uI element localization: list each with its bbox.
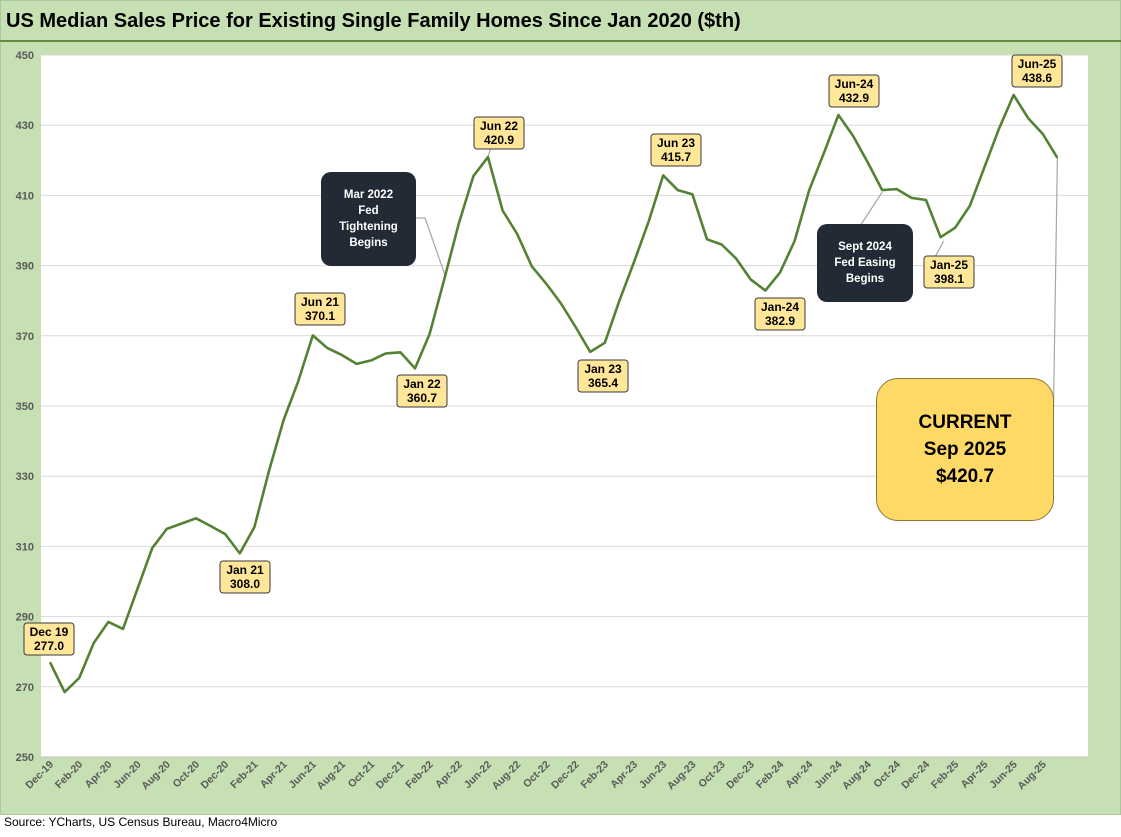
current-value-box: CURRENT Sep 2025 $420.7 — [876, 378, 1054, 521]
callout-date: Dec 19 — [30, 625, 69, 639]
note-line: Fed Easing — [834, 257, 896, 269]
callout-value: 365.4 — [588, 376, 618, 390]
x-tick-label: Dec-22 — [549, 759, 582, 792]
x-tick-label: Jun-23 — [637, 759, 670, 792]
x-tick-label: Apr-25 — [959, 759, 991, 791]
callout-box — [294, 292, 346, 326]
x-tick-label: Apr-21 — [258, 759, 290, 791]
x-tick-label: Dec-20 — [198, 759, 231, 792]
callout-box — [1011, 54, 1063, 88]
y-tick-label: 390 — [16, 261, 34, 273]
x-tick-label: Aug-24 — [840, 759, 874, 793]
callout-value: 382.9 — [765, 314, 795, 328]
callout-date: Jan 22 — [403, 377, 441, 391]
fed-tightening-note: Mar 2022 Fed Tightening Begins — [321, 172, 416, 266]
current-label: CURRENT — [918, 412, 1012, 433]
y-tick-label: 430 — [16, 120, 34, 132]
callout-date: Jun 22 — [480, 119, 518, 133]
x-tick-label: Aug-22 — [490, 759, 524, 793]
callout-value: 420.9 — [484, 133, 514, 147]
x-tick-label: Apr-24 — [783, 759, 815, 791]
y-tick-label: 410 — [16, 190, 34, 202]
note-line: Begins — [349, 237, 388, 249]
x-tick-label: Aug-25 — [1015, 759, 1049, 793]
x-tick-label: Feb-24 — [754, 759, 787, 792]
x-tick-label: Oct-24 — [871, 759, 903, 791]
callout-value: 438.6 — [1022, 71, 1052, 85]
x-tick-label: Jun-20 — [111, 759, 144, 792]
current-date: Sep 2025 — [923, 439, 1007, 460]
callout-value: 360.7 — [407, 391, 437, 405]
note-line: Tightening — [339, 221, 398, 233]
callout-date: Jun-24 — [835, 77, 874, 91]
callout-value: 398.1 — [934, 272, 964, 286]
x-tick-label: Feb-23 — [579, 759, 612, 792]
callout-box — [396, 374, 448, 408]
x-tick-label: Oct-22 — [521, 759, 553, 791]
y-tick-label: 250 — [16, 752, 34, 764]
x-tick-label: Jun-24 — [812, 759, 845, 792]
callout-box — [23, 622, 75, 656]
note-line: Fed — [358, 205, 379, 217]
y-tick-label: 290 — [16, 612, 34, 624]
x-tick-label: Dec-24 — [899, 759, 932, 792]
callout-date: Jan-25 — [930, 258, 968, 272]
x-tick-label: Jun-25 — [987, 759, 1020, 792]
x-tick-label: Aug-23 — [665, 759, 699, 793]
y-tick-label: 270 — [16, 682, 34, 694]
y-tick-label: 370 — [16, 331, 34, 343]
callout-box — [219, 560, 271, 594]
callout-box — [650, 133, 702, 167]
callout-value: 308.0 — [230, 577, 260, 591]
callout-date: Jun 21 — [301, 295, 339, 309]
y-tick-label: 450 — [16, 50, 34, 62]
chart-title: US Median Sales Price for Existing Singl… — [6, 10, 741, 32]
callout-box — [577, 359, 629, 393]
callout-connector — [859, 191, 883, 227]
callout-value: 432.9 — [839, 91, 869, 105]
x-tick-label: Oct-20 — [171, 759, 203, 791]
source-note: Source: YCharts, US Census Bureau, Macro… — [4, 815, 278, 829]
y-tick-label: 310 — [16, 541, 34, 553]
note-line: Mar 2022 — [343, 189, 394, 201]
x-tick-label: Jun-22 — [462, 759, 495, 792]
series-line — [48, 93, 1059, 694]
callout-connector — [1052, 157, 1058, 441]
x-tick-label: Apr-22 — [433, 759, 465, 791]
callout-box — [754, 297, 806, 331]
x-tick-label: Aug-21 — [314, 759, 348, 793]
y-tick-label: 330 — [16, 471, 34, 483]
x-tick-label: Apr-23 — [608, 759, 640, 791]
callout-value: 370.1 — [305, 309, 335, 323]
callout-date: Jan 23 — [584, 362, 622, 376]
current-value: $420.7 — [935, 466, 995, 487]
callout-date: Jan 21 — [226, 563, 264, 577]
callout-date: Jun-25 — [1018, 57, 1057, 71]
x-tick-label: Aug-20 — [139, 759, 173, 793]
callout-box — [923, 255, 975, 289]
x-tick-label: Apr-20 — [83, 759, 115, 791]
callout-box — [828, 74, 880, 108]
x-tick-label: Dec-23 — [724, 759, 757, 792]
callout-date: Jun 23 — [657, 136, 695, 150]
callout-value: 277.0 — [34, 639, 64, 653]
note-line: Begins — [845, 273, 885, 285]
fed-easing-note: Sept 2024 Fed Easing Begins — [817, 224, 913, 302]
callout-date: Jan-24 — [761, 300, 799, 314]
x-tick-label: Feb-22 — [403, 759, 436, 792]
x-tick-label: Jun-21 — [287, 759, 320, 792]
x-tick-label: Oct-23 — [696, 759, 728, 791]
title-divider — [0, 40, 1121, 42]
x-tick-label: Feb-25 — [929, 759, 962, 792]
x-tick-label: Feb-20 — [53, 759, 86, 792]
x-tick-label: Dec-21 — [374, 759, 407, 792]
y-tick-label: 350 — [16, 401, 34, 413]
x-tick-label: Feb-21 — [228, 759, 261, 792]
note-line: Sept 2024 — [838, 241, 892, 253]
callout-value: 415.7 — [661, 150, 691, 164]
callout-box — [473, 116, 525, 150]
callout-connector — [424, 217, 446, 276]
x-tick-label: Oct-21 — [346, 759, 378, 791]
